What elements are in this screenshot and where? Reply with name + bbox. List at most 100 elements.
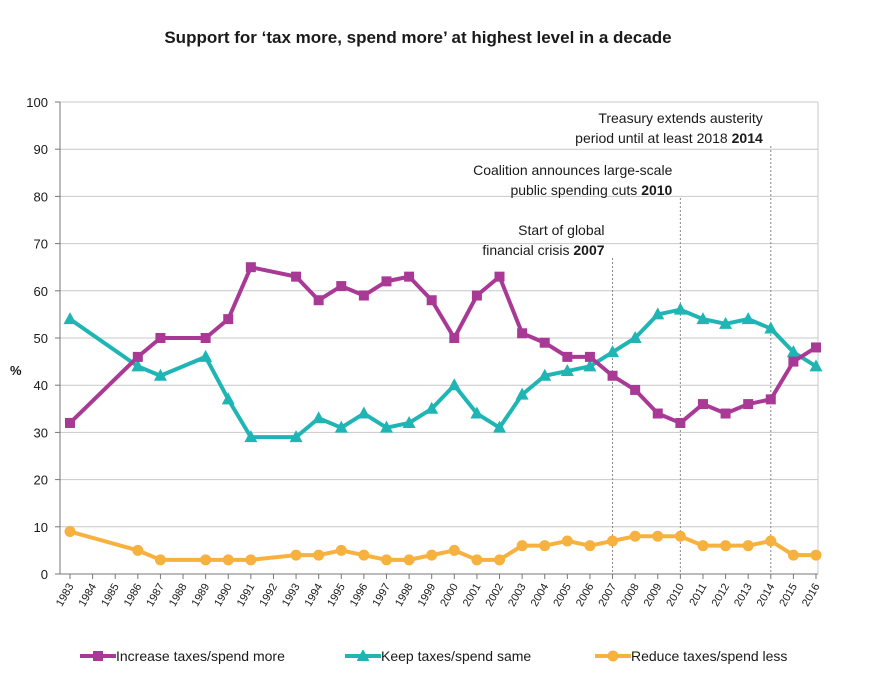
data-point: [199, 349, 213, 362]
data-point: [358, 549, 370, 561]
data-point: [290, 549, 302, 561]
x-tick-label: 1991: [235, 582, 258, 609]
annotation-text: Start of global: [518, 222, 604, 238]
data-point: [402, 415, 416, 428]
data-point: [245, 262, 256, 273]
chart-title: Support for ‘tax more, spend more’ at hi…: [164, 28, 672, 47]
data-point: [788, 356, 799, 367]
data-point: [131, 359, 145, 372]
x-tick-label: 1996: [348, 582, 371, 609]
annotation-text: Treasury extends austerity: [598, 110, 762, 126]
data-point: [561, 535, 573, 547]
data-point: [448, 544, 460, 556]
data-point: [223, 314, 234, 325]
data-point: [155, 333, 166, 343]
data-point: [244, 430, 258, 443]
x-tick-label: 2000: [438, 582, 461, 609]
series-circle: [64, 526, 822, 566]
y-tick-label: 70: [34, 237, 48, 252]
data-point: [539, 337, 550, 348]
data-point: [425, 401, 439, 414]
x-tick-label: 1994: [303, 582, 326, 609]
x-tick-label: 2015: [777, 582, 800, 609]
data-point: [153, 368, 167, 381]
data-point: [64, 526, 76, 538]
data-point: [697, 540, 709, 552]
data-point: [562, 351, 573, 362]
data-point: [606, 345, 620, 358]
annotations: Start of global financial crisis 2007 Coal…: [473, 110, 763, 258]
data-point: [357, 406, 371, 419]
x-tick-label: 1999: [416, 582, 439, 609]
x-tick-label: 2007: [597, 582, 620, 609]
data-point: [720, 408, 731, 419]
legend-swatch: [345, 648, 381, 664]
x-tick-label: 2002: [483, 582, 506, 609]
data-point: [811, 342, 821, 353]
data-point: [334, 420, 348, 433]
data-point: [652, 408, 663, 419]
y-tick-label: 10: [34, 520, 48, 535]
data-point: [630, 384, 641, 395]
data-point: [336, 281, 347, 292]
data-point: [673, 302, 687, 315]
x-tick-label: 1987: [144, 582, 167, 609]
data-point: [809, 359, 823, 372]
legend-marker: [357, 650, 369, 661]
data-point: [741, 312, 755, 325]
legend-item: Keep taxes/spend same: [345, 644, 531, 668]
data-point: [470, 406, 484, 419]
data-point: [335, 544, 347, 556]
x-tick-label: 1986: [122, 582, 145, 609]
x-tick-label: 1990: [212, 582, 235, 609]
x-tick-label: 2011: [687, 582, 709, 608]
gridlines: [60, 101, 818, 528]
data-point: [200, 333, 211, 343]
data-point: [403, 554, 415, 566]
annotation-year: 2007: [573, 242, 604, 258]
data-point: [584, 351, 595, 362]
data-point: [629, 530, 641, 542]
data-point: [810, 549, 822, 561]
data-point: [471, 290, 482, 301]
data-point: [313, 549, 325, 561]
data-point: [379, 420, 393, 433]
data-point: [312, 411, 326, 424]
legend-label: Reduce taxes/spend less: [631, 648, 788, 664]
legend-item: Reduce taxes/spend less: [595, 644, 787, 668]
data-point: [607, 370, 618, 381]
data-point: [426, 295, 437, 306]
legend-marker: [93, 651, 103, 661]
data-point: [357, 650, 369, 661]
x-tick-label: 1985: [99, 582, 122, 609]
data-point: [200, 554, 212, 566]
x-tick-label: 2013: [732, 582, 755, 609]
data-point: [471, 554, 483, 566]
data-point: [560, 364, 574, 377]
series-line: [68, 307, 818, 440]
x-tick-label: 1998: [393, 582, 416, 609]
x-tick-label: 2006: [574, 582, 597, 609]
annotation-year: 2010: [641, 182, 672, 198]
y-tick-label: 50: [34, 331, 48, 346]
data-point: [245, 554, 257, 566]
data-point: [539, 540, 551, 552]
y-tick-label: 100: [26, 95, 48, 110]
x-tick-label: 1983: [54, 582, 77, 609]
series-triangle: [63, 302, 823, 443]
data-point: [765, 394, 776, 405]
data-point: [743, 399, 754, 410]
annotation-text: period until at least 2018 2014: [575, 130, 763, 146]
data-point: [652, 530, 664, 542]
data-point: [132, 351, 143, 362]
data-point: [607, 650, 619, 662]
data-point: [786, 345, 800, 358]
annotation-text: financial crisis 2007: [482, 242, 604, 258]
data-point: [720, 540, 732, 552]
y-tick-label: 90: [34, 142, 48, 157]
x-tick-label: 2016: [800, 582, 823, 609]
data-point: [675, 417, 686, 428]
x-tick-label: 2005: [551, 582, 574, 609]
legend-marker: [607, 650, 619, 662]
